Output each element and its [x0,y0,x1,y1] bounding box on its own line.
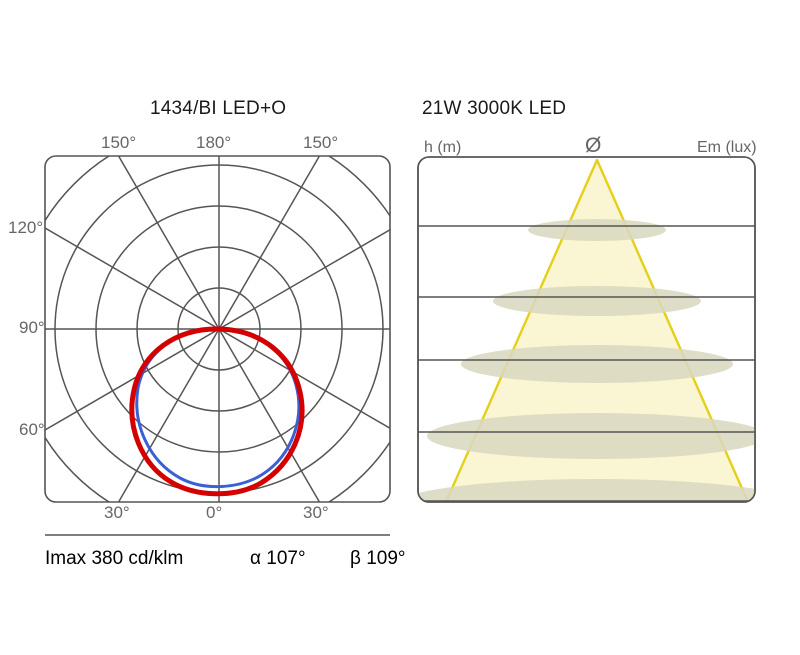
imax-value: Imax 380 cd/klm [45,548,184,569]
beam-illuminance-h1: 250 [726,206,753,223]
alpha-angle-value: α 107° [250,548,306,569]
beam-row-label-h3: h3 [424,346,442,363]
beam-header-diameter: Ø [585,134,602,157]
beam-diameter-h4: 10.9/12.3 [560,413,627,430]
polar-angle-label-30-right: 30° [303,503,329,522]
polar-frame [44,155,391,503]
polar-ring-label-320: 320 [226,171,253,188]
polar-angle-label-150-right: 150° [303,133,339,152]
beam-row-label-h5: h5 [424,487,442,504]
beam-diameter-h3: 8.1/9.2 [566,341,615,358]
polar-spoke-30-210 [45,220,390,438]
beam-illuminance-h4: 16 [735,413,753,430]
polar-angle-label-180: 180° [196,133,232,152]
beam-diameter-h5: 13.6/15.4 [560,483,627,500]
polar-spoke-120-300 [110,156,328,502]
polar-ring-label-240: 240 [226,209,253,226]
polar-curve-c0 [129,326,305,497]
polar-angle-label-90: 90° [19,318,45,337]
polar-ring-240 [95,205,343,453]
beam-diagram-title: 21W 3000K LED [422,98,567,119]
polar-ring-label-80: 80 [226,276,244,293]
beam-illuminance-h5: 10 [735,483,753,500]
polar-ring-80 [177,287,261,371]
beam-row-label-h4: h4 [424,418,442,435]
beam-header-height: h (m) [424,139,462,156]
beam-diameter-h1: 2.7/3.1 [566,206,615,223]
polar-ring-label-160: 160 [226,247,253,264]
polar-chart-title: 1434/BI LED+O [150,98,287,119]
polar-angle-label-120: 120° [8,218,44,237]
polar-ring-400 [45,156,390,502]
beam-row-label-h1: h1 [424,212,442,229]
polar-spoke-60-240 [110,156,328,502]
polar-angle-label-30-left: 30° [104,503,130,522]
beta-angle-value: β 109° [350,548,406,569]
polar-ring-320 [54,164,384,494]
beam-illuminance-h2: 62 [735,278,753,295]
beam-diameter-h2: 5.4/6.2 [566,278,615,295]
polar-ring-160 [136,246,302,412]
beam-illuminance-h3: 28 [735,341,753,358]
polar-angle-label-60: 60° [19,420,45,439]
polar-curve-c90 [135,327,301,489]
beam-row-label-h2: h2 [424,283,442,300]
polar-angle-label-150-left: 150° [101,133,137,152]
polar-angle-label-0: 0° [206,503,223,522]
polar-spoke-150-330 [45,220,390,438]
beam-header-illuminance: Em (lux) [697,139,757,156]
polar-diagram-group [44,155,391,503]
